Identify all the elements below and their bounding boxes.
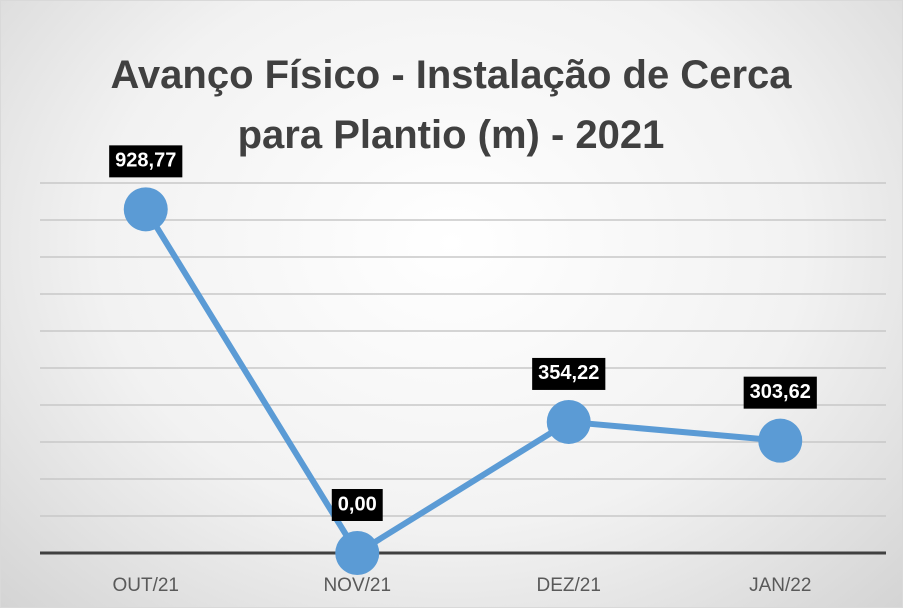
data-label: 928,77 [109,145,183,178]
data-label: 354,22 [532,357,606,390]
data-label: 0,00 [331,489,383,521]
marker [758,418,803,463]
data-label: 303,62 [743,376,817,409]
data-label-text: 303,62 [750,381,811,403]
data-label-text: 354,22 [538,362,599,384]
marker [546,399,591,444]
data-label-box [109,145,183,178]
data-label-box [532,357,606,390]
data-label-box [331,489,383,521]
x-tick-label: JAN/22 [749,575,811,596]
x-tick-label: NOV/21 [323,575,391,596]
x-tick-label: DEZ/21 [537,575,601,596]
marker [335,531,380,575]
data-label-box [743,376,817,409]
series-line [143,207,781,558]
data-label-text: 928,77 [115,150,176,172]
marker [123,187,168,232]
chart-title: Avanço Físico - Instalação de Cerca para… [110,53,792,157]
x-tick-label: OUT/21 [112,575,179,596]
data-label-text: 0,00 [338,493,377,515]
